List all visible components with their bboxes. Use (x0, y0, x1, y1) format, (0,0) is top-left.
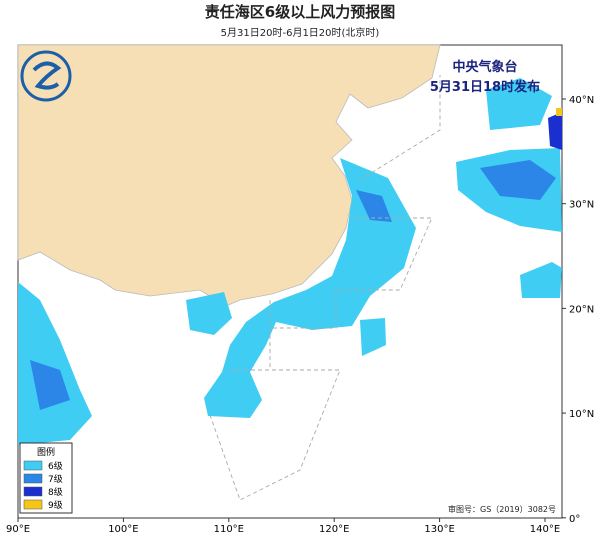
issue-time: 5月31日18时发布 (430, 79, 540, 95)
zone-lines (209, 75, 441, 501)
legend-label: 7级 (48, 473, 63, 485)
logo (20, 50, 72, 102)
wind-areas (18, 78, 562, 445)
wind-area-8 (548, 112, 562, 150)
wind-area (204, 158, 416, 418)
wind-area (486, 78, 552, 130)
wind-area (186, 292, 232, 335)
wind-area (18, 282, 92, 445)
lon-label: 140°E (530, 524, 560, 535)
lat-label: 0° (569, 514, 580, 525)
legend-title: 图例 (37, 446, 55, 458)
issuer: 中央气象台 (452, 59, 517, 75)
legend-swatch (23, 499, 43, 510)
lat-label: 20°N (569, 304, 594, 315)
lat-label: 40°N (569, 95, 594, 106)
map-area (17, 44, 563, 519)
wind-area (360, 318, 386, 356)
wind-area-7 (30, 360, 70, 410)
legend-label: 6级 (48, 460, 63, 472)
legend-swatch (23, 473, 43, 484)
land (17, 44, 441, 307)
logo (32, 61, 62, 90)
wind-area-9 (556, 108, 562, 116)
legend-swatch (23, 486, 43, 497)
lat-label: 10°N (569, 409, 594, 420)
lon-label: 120°E (319, 524, 349, 535)
wind-area-7 (480, 160, 556, 200)
lat-label: 30°N (569, 200, 594, 211)
legend-swatch (23, 460, 43, 471)
approval: 审图号：GS（2019）3082号 (448, 504, 556, 514)
legend-label: 9级 (48, 499, 63, 511)
lon-label: 100°E (108, 524, 138, 535)
wind-area (520, 262, 562, 298)
wind-area-7 (356, 190, 392, 222)
title: 责任海区6级以上风力预报图 (205, 3, 395, 21)
subtitle: 5月31日20时-6月1日20时(北京时) (221, 26, 380, 39)
lon-label: 90°E (6, 524, 30, 535)
legend-label: 8级 (48, 486, 63, 498)
lon-label: 110°E (214, 524, 244, 535)
lon-label: 130°E (424, 524, 454, 535)
